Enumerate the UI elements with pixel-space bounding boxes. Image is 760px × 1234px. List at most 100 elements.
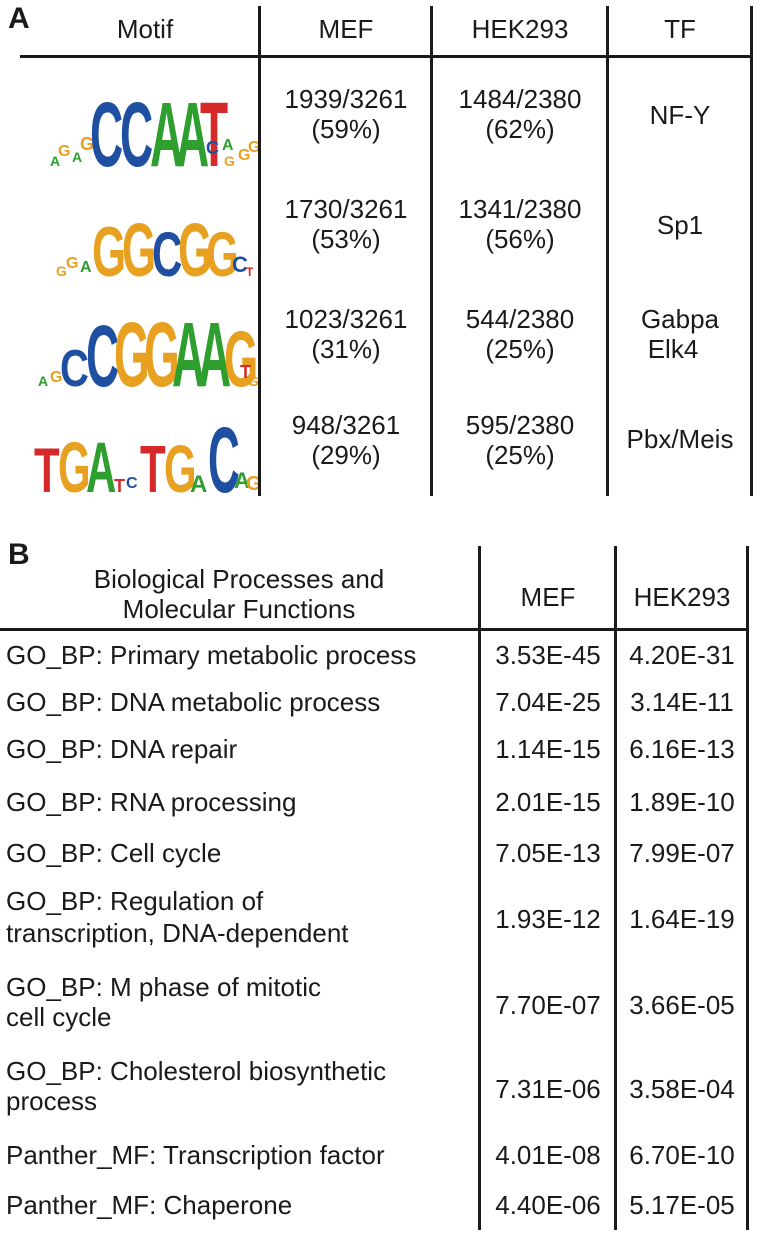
svg-text:A: A: [86, 429, 116, 496]
go-hek-pvalue: 7.99E-07: [629, 838, 735, 868]
row4-mef-count: 948/3261: [291, 410, 401, 440]
go-term: GO_BP: Cell cycle: [6, 838, 222, 868]
go-mef-pvalue: 4.40E-06: [495, 1190, 601, 1220]
svg-text:G: G: [224, 153, 235, 169]
go-mef-pvalue: 7.31E-06: [495, 1074, 601, 1104]
svg-text:A: A: [176, 84, 209, 170]
panel-b-header-hek293: HEK293: [633, 582, 731, 612]
go-term: GO_BP: Primary metabolic process: [6, 640, 417, 670]
row1-mef-pct: (59%): [311, 114, 381, 144]
svg-text:T: T: [246, 265, 254, 279]
motif-logo-ggcggg: G G A G G C G G C T: [28, 172, 258, 280]
motif-logo-ccggaagt: A G C C G G A A G T G: [28, 282, 258, 390]
panel-a-col-divider: [606, 6, 609, 496]
panel-b-header-terms-line2: Molecular Functions: [122, 594, 356, 624]
svg-text:A: A: [198, 304, 231, 390]
svg-text:C: C: [208, 409, 240, 496]
row3-hek-pct: (25%): [485, 334, 555, 364]
go-term: Panther_MF: Transcription factor: [6, 1140, 385, 1170]
svg-text:T: T: [114, 476, 125, 496]
svg-text:A: A: [80, 259, 92, 276]
svg-text:T: T: [200, 84, 228, 170]
svg-text:A: A: [50, 153, 60, 169]
svg-text:G: G: [58, 429, 91, 496]
go-mef-pvalue: 2.01E-15: [495, 787, 601, 817]
svg-text:C: C: [90, 84, 123, 170]
go-hek-pvalue: 4.20E-31: [629, 640, 735, 670]
panel-a-col-divider: [430, 6, 433, 496]
panel-b-col-divider: [614, 546, 617, 1230]
svg-text:A: A: [172, 304, 205, 390]
row4-tf: Pbx/Meis: [626, 424, 734, 454]
svg-text:A: A: [190, 471, 207, 496]
svg-text:T: T: [240, 362, 251, 382]
row4-hek-pct: (25%): [485, 440, 555, 470]
go-hek-pvalue: 1.89E-10: [629, 787, 735, 817]
svg-text:G: G: [238, 147, 250, 164]
svg-text:G: G: [92, 214, 126, 280]
go-term: GO_BP: DNA metabolic process: [6, 687, 381, 717]
go-mef-pvalue: 1.14E-15: [495, 734, 601, 764]
row3-tf-secondary: Elk4: [647, 334, 699, 364]
go-hek-pvalue: 3.14E-11: [630, 687, 734, 717]
svg-text:T: T: [34, 437, 60, 496]
go-hek-pvalue: 6.70E-10: [629, 1140, 735, 1170]
row2-mef-count: 1730/3261: [284, 194, 408, 224]
row2-hek-count: 1341/2380: [458, 194, 582, 224]
go-hek-pvalue: 3.58E-04: [629, 1074, 735, 1104]
svg-text:A: A: [72, 149, 82, 165]
svg-text:C: C: [120, 84, 153, 170]
svg-text:C: C: [60, 339, 89, 390]
svg-text:G: G: [50, 369, 62, 386]
svg-text:G: G: [206, 221, 239, 280]
go-hek-pvalue: 1.64E-19: [629, 904, 735, 934]
col-header-tf: TF: [664, 14, 696, 44]
svg-text:G: G: [248, 139, 258, 156]
row2-mef-pct: (53%): [311, 224, 381, 254]
panel-b-label: B: [8, 538, 30, 571]
svg-text:G: G: [122, 209, 156, 280]
panel-b-col-divider: [478, 546, 481, 1230]
svg-text:A: A: [222, 137, 234, 154]
panel-b-col-divider: [746, 546, 749, 1230]
svg-text:C: C: [152, 221, 182, 280]
row3-mef-count: 1023/3261: [284, 304, 408, 334]
row2-tf: Sp1: [656, 210, 704, 240]
row1-hek-pct: (62%): [485, 114, 555, 144]
go-mef-pvalue: 7.70E-07: [495, 990, 601, 1020]
svg-text:G: G: [66, 255, 78, 272]
row3-mef-pct: (31%): [311, 334, 381, 364]
svg-text:G: G: [224, 314, 258, 390]
row4-mef-pct: (29%): [311, 440, 381, 470]
svg-text:A: A: [234, 468, 250, 493]
svg-text:C: C: [86, 307, 119, 390]
svg-text:G: G: [58, 143, 70, 160]
go-mef-pvalue: 7.04E-25: [495, 687, 601, 717]
panel-b-header-rule: [0, 628, 749, 631]
svg-text:C: C: [206, 138, 219, 158]
go-term: GO_BP: DNA repair: [6, 734, 238, 764]
row4-hek-count: 595/2380: [465, 410, 575, 440]
go-mef-pvalue: 7.05E-13: [495, 838, 601, 868]
go-mef-pvalue: 4.01E-08: [495, 1140, 601, 1170]
go-hek-pvalue: 6.16E-13: [629, 734, 735, 764]
motif-logo-tgattgacag: T G A T C T G A C A G: [28, 392, 258, 496]
row2-hek-pct: (56%): [485, 224, 555, 254]
go-term: GO_BP: Cholesterol biosynthetic: [6, 1056, 387, 1086]
row1-tf: NF-Y: [649, 100, 711, 130]
row3-tf: Gabpa: [640, 304, 720, 334]
svg-text:G: G: [56, 263, 67, 279]
col-header-motif: Motif: [116, 14, 174, 44]
row1-hek-count: 1484/2380: [458, 84, 582, 114]
motif-logo-ccaat: A G A G C C A A T C A G G G: [28, 62, 258, 170]
svg-text:G: G: [248, 373, 258, 389]
col-header-mef: MEF: [318, 14, 374, 44]
panel-a-col-divider: [258, 6, 261, 496]
svg-text:G: G: [144, 304, 180, 390]
go-hek-pvalue: 5.17E-05: [629, 1190, 735, 1220]
svg-text:C: C: [232, 252, 248, 277]
svg-text:A: A: [150, 84, 183, 170]
svg-text:G: G: [178, 209, 212, 280]
panel-a-header-rule: [20, 55, 753, 58]
go-term-continued: cell cycle: [6, 1002, 112, 1032]
